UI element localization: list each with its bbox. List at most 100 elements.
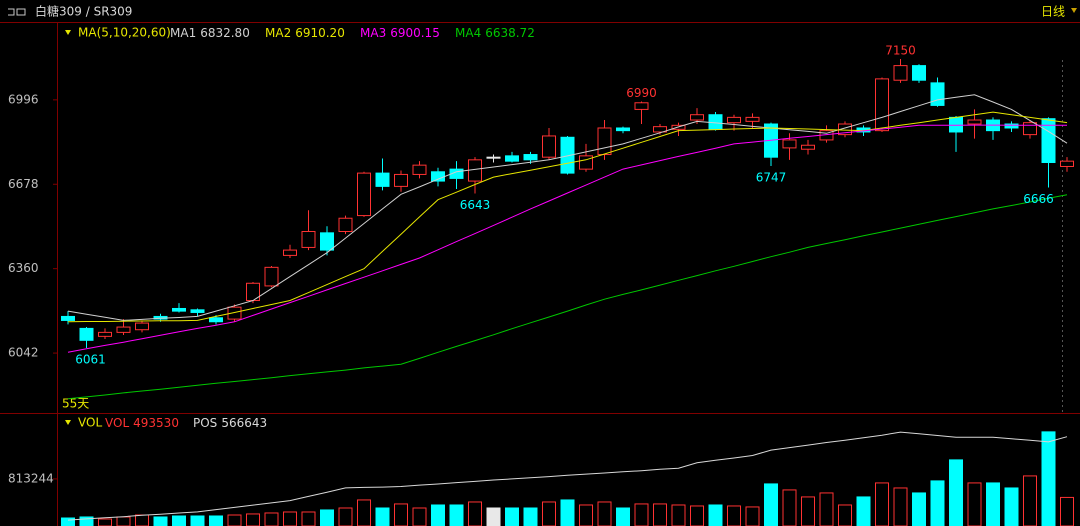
volume-bar [486, 507, 501, 526]
volume-bar [190, 515, 205, 526]
volume-bar [653, 503, 667, 526]
volume-bar [986, 482, 1000, 526]
volume-bar [135, 514, 149, 526]
volume-bar [320, 509, 334, 526]
indicator-label: MA(5,10,20,60) [78, 26, 171, 40]
candle-body [838, 123, 852, 136]
candle-body [116, 326, 131, 333]
candle-body [1023, 122, 1037, 136]
volume-bar [357, 499, 371, 526]
volume-bar [375, 507, 390, 526]
volume-bar [1023, 475, 1037, 526]
volume-bar [782, 489, 797, 526]
volume-bar [838, 504, 852, 526]
icon-part [8, 8, 15, 16]
candle-body [190, 309, 205, 313]
pos-line [67, 431, 1068, 521]
volume-bar [542, 501, 556, 526]
legend-name: MA1 [170, 26, 196, 40]
volume-bar [764, 483, 778, 526]
volume-bar [61, 517, 75, 526]
volume-bar [801, 496, 815, 526]
legend-arrow [65, 30, 71, 35]
volume-bar [597, 501, 612, 526]
candle-body [690, 114, 704, 121]
candle-body [616, 127, 630, 132]
volume-bar [671, 504, 686, 526]
volume-bar [1041, 431, 1056, 526]
volume-bar [930, 480, 945, 526]
y-tick-label: 6678 [8, 177, 39, 191]
indicator-label: VOL [78, 416, 102, 430]
candle-body [708, 114, 723, 130]
candle-body [283, 249, 297, 256]
legend-entry: MA1 6832.80 [170, 26, 250, 40]
volume-bar [579, 504, 593, 526]
volume-bar [431, 504, 445, 526]
candle-body [875, 78, 889, 132]
price-label: 6666 [1023, 192, 1054, 206]
volume-bar [560, 499, 575, 526]
volume-bar [209, 515, 223, 526]
volume-bar [708, 504, 723, 526]
app-icon[interactable] [8, 8, 26, 16]
candle-body [357, 172, 371, 217]
volume-bar [283, 511, 297, 526]
price-label: 6990 [626, 86, 657, 100]
volume-bar [856, 496, 871, 526]
candle-body [782, 139, 797, 149]
candle-body [930, 82, 945, 106]
candle-body [412, 164, 427, 175]
volume-bar [967, 482, 982, 526]
candle-body [1060, 160, 1074, 167]
volume-bar [727, 505, 741, 526]
volume-bar [523, 507, 538, 526]
candle-body [135, 322, 149, 331]
y-tick-label: 6360 [8, 261, 39, 275]
legend-entry: MA2 6910.20 [265, 26, 345, 40]
icon-part [16, 8, 26, 16]
period-arrow[interactable] [1071, 8, 1077, 13]
symbol-title[interactable]: 白糖309 / SR309 [35, 4, 132, 19]
volume-bar [98, 518, 112, 526]
volume-bar [301, 511, 316, 526]
legend-value: 493530 [133, 416, 179, 430]
candle-body [634, 102, 649, 110]
candle-body [320, 232, 334, 251]
volume-bar [412, 507, 427, 526]
candle-body [523, 154, 538, 161]
candle-body [801, 144, 815, 150]
period-label[interactable]: 日线 [1041, 5, 1065, 19]
volume-bar [949, 459, 963, 526]
volume-bar [394, 503, 408, 526]
volume-bar [875, 482, 889, 526]
legend-value: 6638.72 [485, 26, 535, 40]
volume-bar [172, 515, 186, 526]
ma-line [67, 124, 1067, 353]
candle-body [597, 127, 612, 156]
candle-body [653, 126, 667, 133]
candle-body [542, 135, 556, 158]
ma-line [67, 111, 1068, 323]
volume-bar [745, 506, 760, 526]
candle-body [949, 116, 963, 133]
candle-body [301, 231, 316, 248]
volume-bar [449, 504, 464, 526]
legend-value: 566643 [221, 416, 267, 430]
days-label: 55天 [62, 397, 89, 411]
candle-body [227, 306, 242, 320]
price-label: 6061 [75, 353, 106, 367]
volume-bar [468, 501, 482, 526]
legend-value: 6910.20 [295, 26, 345, 40]
candle-body [338, 217, 353, 233]
volume-bar [819, 492, 834, 526]
volume-bar [893, 487, 908, 526]
legend-arrow [65, 420, 71, 425]
candle-body [967, 119, 982, 125]
legend-value: 6832.80 [200, 26, 250, 40]
legend-name: VOL [105, 416, 129, 430]
volume-bar [79, 516, 94, 526]
